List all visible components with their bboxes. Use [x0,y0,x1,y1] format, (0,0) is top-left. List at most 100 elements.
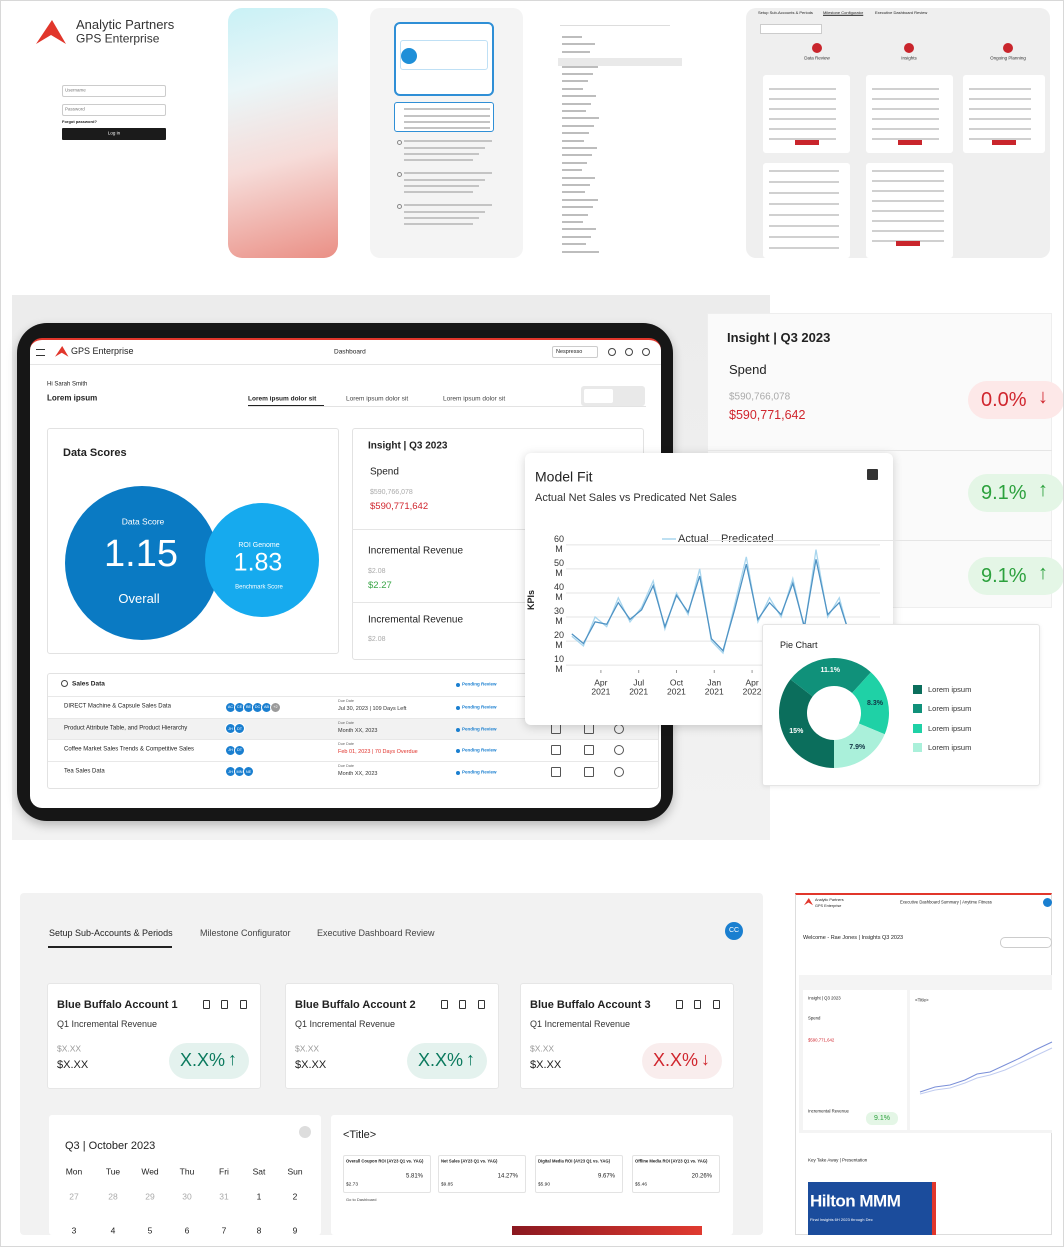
milestone-tab[interactable]: Executive Dashboard Review [875,9,928,15]
milestone-row [969,98,1031,100]
card-action[interactable] [203,1000,210,1009]
divider [352,602,532,603]
menu-icon[interactable] [36,349,45,356]
score-value: 1.83 [233,548,283,577]
score-circle-side [205,503,319,617]
thumb-card [803,990,907,1130]
metric-name: Incremental Revenue [368,614,464,626]
setup-tab[interactable]: Executive Dashboard Review [317,928,435,939]
donut-chart [779,658,889,768]
calendar-date[interactable]: 2 [292,1191,298,1202]
milestone-row [769,203,839,205]
calendar-date[interactable]: 28 [108,1191,118,1202]
calendar-date[interactable]: 9 [292,1225,298,1236]
tab[interactable]: Lorem ipsum dolor sit [346,395,409,403]
card-action[interactable] [713,1000,720,1009]
row-action[interactable] [614,723,624,734]
y-tick-label: 30 M [553,606,564,627]
calendar-date[interactable]: 7 [221,1225,227,1236]
list-line [562,176,595,179]
collapse-icon[interactable] [61,680,68,687]
list-line [562,110,586,112]
calendar-date[interactable]: 8 [256,1225,262,1236]
calendar-date[interactable]: 4 [110,1225,116,1236]
legend-swatch [913,685,922,694]
view-toggle-active[interactable] [584,389,613,403]
password-input[interactable] [62,104,166,116]
login-button-label[interactable]: Log in [107,130,121,136]
avatar [234,744,245,756]
list-line [562,184,590,186]
tab[interactable]: Lorem ipsum dolor sit [248,395,317,403]
tab[interactable]: Lorem ipsum dolor sit [443,395,506,403]
toolbar-icon[interactable] [608,348,616,356]
milestone-row [769,128,836,130]
section-title: Key Take Away | Presentation [808,1157,868,1163]
card-action[interactable] [240,1000,247,1009]
row-action[interactable] [614,766,624,777]
card-action[interactable] [676,1000,683,1009]
toolbar-icon[interactable] [625,348,633,356]
milestone-row [769,98,836,100]
card-title: <Title> [915,997,929,1003]
list-line [562,65,598,68]
calendar-date[interactable]: 30 [182,1191,192,1202]
setup-tab[interactable]: Milestone Configurator [200,928,291,939]
card-action[interactable] [478,1000,485,1009]
calendar-date[interactable]: 31 [219,1191,229,1202]
row-action[interactable] [584,723,594,734]
milestone-row [872,180,944,182]
milestone-row [872,88,939,90]
row-action[interactable] [614,745,624,755]
row-action[interactable] [584,745,594,755]
setup-tab[interactable]: Setup Sub-Accounts & Periods [49,928,173,939]
card-action[interactable] [459,1000,466,1009]
milestone-row [872,200,944,202]
row-action[interactable] [551,766,561,777]
account-name: Nespresso [556,348,583,355]
dashboard-link[interactable]: Go to Dashboard [346,1196,377,1202]
login-button[interactable] [62,128,166,140]
milestone-row [769,214,839,216]
account-metric: Q1 Incremental Revenue [57,1019,158,1030]
status-dot [456,770,460,775]
change-pill [407,1043,487,1079]
due-label: Due Date [338,741,355,746]
preview-strip [512,1226,702,1235]
calendar-next[interactable] [299,1126,311,1138]
deck-cover [808,1182,932,1235]
deck-subtitle: Final Insights 6H 2023 through Dec [810,1216,873,1222]
list-line [562,147,597,149]
list-line [562,161,587,164]
calendar-date[interactable]: 3 [71,1225,77,1236]
card-action[interactable] [694,1000,701,1009]
card-action[interactable] [221,1000,228,1009]
calendar-date[interactable]: 29 [145,1191,155,1202]
card-action[interactable] [441,1000,448,1009]
calendar-date[interactable]: 1 [256,1191,262,1202]
toolbar-icon[interactable] [642,348,650,356]
tab-rule [248,406,646,407]
stage-icon [904,43,914,53]
page-title: Executive Dashboard Summary | Anytime Fi… [900,899,992,905]
row-action[interactable] [551,745,561,755]
account-metric: Q1 Incremental Revenue [530,1019,631,1030]
account-select[interactable] [552,346,598,358]
calendar-date[interactable]: 5 [147,1225,153,1236]
list-line [562,43,595,46]
username-input[interactable] [62,85,166,97]
milestone-tab[interactable]: Milestone Configurator [823,9,864,15]
change-pill [642,1043,722,1079]
status-dot [456,706,460,710]
page-title: Dashboard [334,348,366,356]
row-rule [48,739,658,740]
weekday: Sat [252,1166,266,1177]
row-action[interactable] [584,766,594,777]
change-arrow: ↑ [228,1049,237,1069]
row-action[interactable] [551,723,561,734]
forgot-link[interactable]: Forgot password? [62,118,97,124]
milestone-tab[interactable]: Setup Sub-Accounts & Periods [758,9,813,15]
calendar-date[interactable]: 27 [69,1191,79,1202]
calendar-date[interactable]: 6 [184,1225,190,1236]
checkbox[interactable] [867,469,878,480]
